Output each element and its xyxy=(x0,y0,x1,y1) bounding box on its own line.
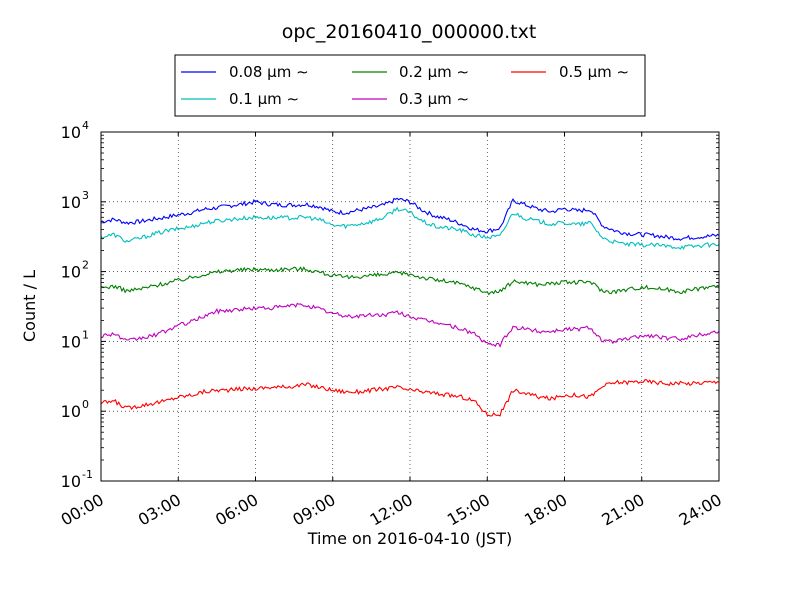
series-line xyxy=(100,266,720,296)
y-tick-label-exponent: 1 xyxy=(82,328,89,341)
y-tick-label: 10 xyxy=(61,402,81,421)
legend-label: 0.3 μm ∼ xyxy=(399,90,469,108)
y-tick-label: 10 xyxy=(61,263,81,282)
y-tick-label: 10 xyxy=(61,193,81,212)
x-tick-labels: 00:00 03:00 06:00 09:00 12:00 15:00 18:00 21:00… xyxy=(58,490,725,530)
y-tick-label-exponent: 4 xyxy=(82,119,89,132)
series-line xyxy=(100,302,720,348)
x-tick-label: 21:00 xyxy=(598,490,647,530)
grid xyxy=(100,131,720,482)
legend-label: 0.1 μm ∼ xyxy=(229,90,299,108)
y-axis-label: Count / L xyxy=(20,270,39,342)
legend: 0.08 μm ∼ 0.1 μm ∼ 0.2 μm ∼ 0.3 μm ∼ 0.5 μm … xyxy=(174,54,646,117)
y-tick-label: 10 xyxy=(61,332,81,351)
y-tick-label-exponent: -1 xyxy=(82,468,93,481)
series-layer xyxy=(100,197,720,417)
series-line xyxy=(100,379,720,417)
x-tick-label: 00:00 xyxy=(58,490,107,530)
x-tick-label: 12:00 xyxy=(367,490,416,530)
ticks xyxy=(100,131,720,482)
y-tick-label: 10 xyxy=(61,472,81,491)
series-line xyxy=(100,197,720,241)
x-tick-label: 06:00 xyxy=(212,490,261,530)
legend-label: 0.08 μm ∼ xyxy=(229,63,309,81)
legend-box xyxy=(174,54,646,117)
y-tick-label-base: 10 xyxy=(61,193,81,212)
x-tick-label: 09:00 xyxy=(289,490,338,530)
chart-title: opc_20160410_000000.txt xyxy=(282,21,537,43)
y-tick-label-base: 10 xyxy=(61,263,81,282)
y-tick-label-exponent: 2 xyxy=(82,259,89,272)
y-tick-label-exponent: 3 xyxy=(82,189,89,202)
y-tick-label-exponent: 0 xyxy=(82,398,89,411)
x-tick-label: 15:00 xyxy=(444,490,493,530)
y-tick-label-base: 10 xyxy=(61,123,81,142)
series-line xyxy=(100,206,720,250)
y-tick-label: 10 xyxy=(61,123,81,142)
x-tick-label: 24:00 xyxy=(676,490,725,530)
x-tick-label: 18:00 xyxy=(521,490,570,530)
y-tick-label-base: 10 xyxy=(61,472,81,491)
y-tick-label-base: 10 xyxy=(61,332,81,351)
legend-label: 0.2 μm ∼ xyxy=(399,63,469,81)
x-tick-label: 03:00 xyxy=(135,490,184,530)
legend-label: 0.5 μm ∼ xyxy=(559,63,629,81)
x-axis-label: Time on 2016-04-10 (JST) xyxy=(307,529,512,548)
y-tick-label-base: 10 xyxy=(61,402,81,421)
